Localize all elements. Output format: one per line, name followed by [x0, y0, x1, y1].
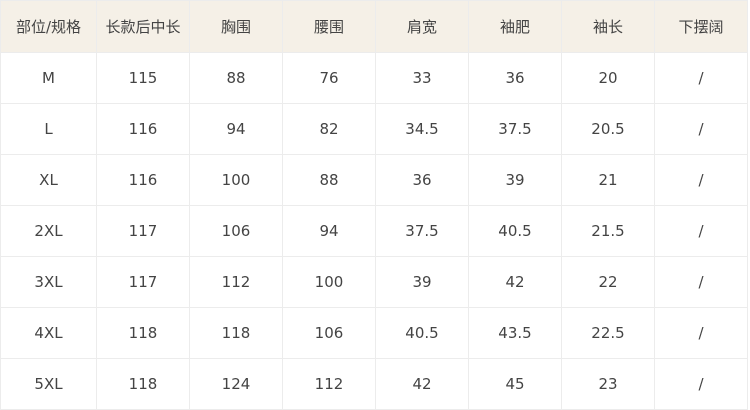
- measurement-cell: 94: [189, 103, 283, 155]
- header-row: 部位/规格 长款后中长 胸围 腰围 肩宽 袖肥 袖长 下摆阔: [0, 0, 748, 53]
- size-label-cell: 4XL: [0, 307, 97, 359]
- measurement-cell: 106: [189, 205, 283, 257]
- measurement-cell: 43.5: [468, 307, 562, 359]
- table-row: XL 116 100 88 36 39 21/: [0, 154, 748, 206]
- measurement-cell: 39: [468, 154, 562, 206]
- column-header: 袖肥: [468, 0, 562, 53]
- measurement-cell: 34.5: [375, 103, 469, 155]
- size-label-cell: XL: [0, 154, 97, 206]
- size-label-cell: 3XL: [0, 256, 97, 308]
- measurement-cell: 40.5: [468, 205, 562, 257]
- measurement-cell: 22: [561, 256, 655, 308]
- table-row: 4XL 118 118 106 40.5 43.5 22.5/: [0, 307, 748, 359]
- size-label-cell: 2XL: [0, 205, 97, 257]
- column-header: 长款后中长: [96, 0, 190, 53]
- measurement-cell: 39: [375, 256, 469, 308]
- column-header: 袖长: [561, 0, 655, 53]
- measurement-cell: 118: [189, 307, 283, 359]
- measurement-cell: 40.5: [375, 307, 469, 359]
- measurement-cell: /: [654, 205, 748, 257]
- measurement-cell: 23: [561, 358, 655, 410]
- measurement-cell: 21: [561, 154, 655, 206]
- measurement-cell: /: [654, 307, 748, 359]
- measurement-cell: 100: [189, 154, 283, 206]
- measurement-cell: /: [654, 52, 748, 104]
- column-header: 肩宽: [375, 0, 469, 53]
- measurement-cell: /: [654, 358, 748, 410]
- measurement-cell: 20: [561, 52, 655, 104]
- measurement-cell: 117: [96, 205, 190, 257]
- measurement-cell: 100: [282, 256, 376, 308]
- measurement-cell: 45: [468, 358, 562, 410]
- measurement-cell: 124: [189, 358, 283, 410]
- measurement-cell: /: [654, 154, 748, 206]
- measurement-cell: 37.5: [468, 103, 562, 155]
- measurement-cell: 118: [96, 307, 190, 359]
- measurement-cell: 94: [282, 205, 376, 257]
- measurement-cell: 118: [96, 358, 190, 410]
- size-label-cell: L: [0, 103, 97, 155]
- measurement-cell: 112: [189, 256, 283, 308]
- measurement-cell: 37.5: [375, 205, 469, 257]
- measurement-cell: 116: [96, 154, 190, 206]
- measurement-cell: 42: [468, 256, 562, 308]
- measurement-cell: 115: [96, 52, 190, 104]
- measurement-cell: /: [654, 103, 748, 155]
- table-row: L 116 94 82 34.5 37.5 20.5/: [0, 103, 748, 155]
- measurement-cell: 116: [96, 103, 190, 155]
- measurement-cell: 88: [282, 154, 376, 206]
- measurement-cell: 88: [189, 52, 283, 104]
- measurement-cell: 20.5: [561, 103, 655, 155]
- size-label-cell: 5XL: [0, 358, 97, 410]
- measurement-cell: 76: [282, 52, 376, 104]
- measurement-cell: 82: [282, 103, 376, 155]
- measurement-cell: 21.5: [561, 205, 655, 257]
- measurement-cell: 33: [375, 52, 469, 104]
- table-row: 2XL 117 106 94 37.5 40.5 21.5/: [0, 205, 748, 257]
- column-header: 部位/规格: [0, 0, 97, 53]
- column-header: 腰围: [282, 0, 376, 53]
- measurement-cell: 22.5: [561, 307, 655, 359]
- table-row: 5XL 118 124 112 42 45 23/: [0, 358, 748, 410]
- table-row: M 115 88 76 33 36 20/: [0, 52, 748, 104]
- column-header: 下摆阔: [654, 0, 748, 53]
- measurement-cell: /: [654, 256, 748, 308]
- column-header: 胸围: [189, 0, 283, 53]
- measurement-cell: 117: [96, 256, 190, 308]
- table-row: 3XL 117 112 100 39 42 22/: [0, 256, 748, 308]
- measurement-cell: 112: [282, 358, 376, 410]
- measurement-cell: 36: [468, 52, 562, 104]
- measurement-cell: 36: [375, 154, 469, 206]
- measurement-cell: 42: [375, 358, 469, 410]
- measurement-cell: 106: [282, 307, 376, 359]
- size-label-cell: M: [0, 52, 97, 104]
